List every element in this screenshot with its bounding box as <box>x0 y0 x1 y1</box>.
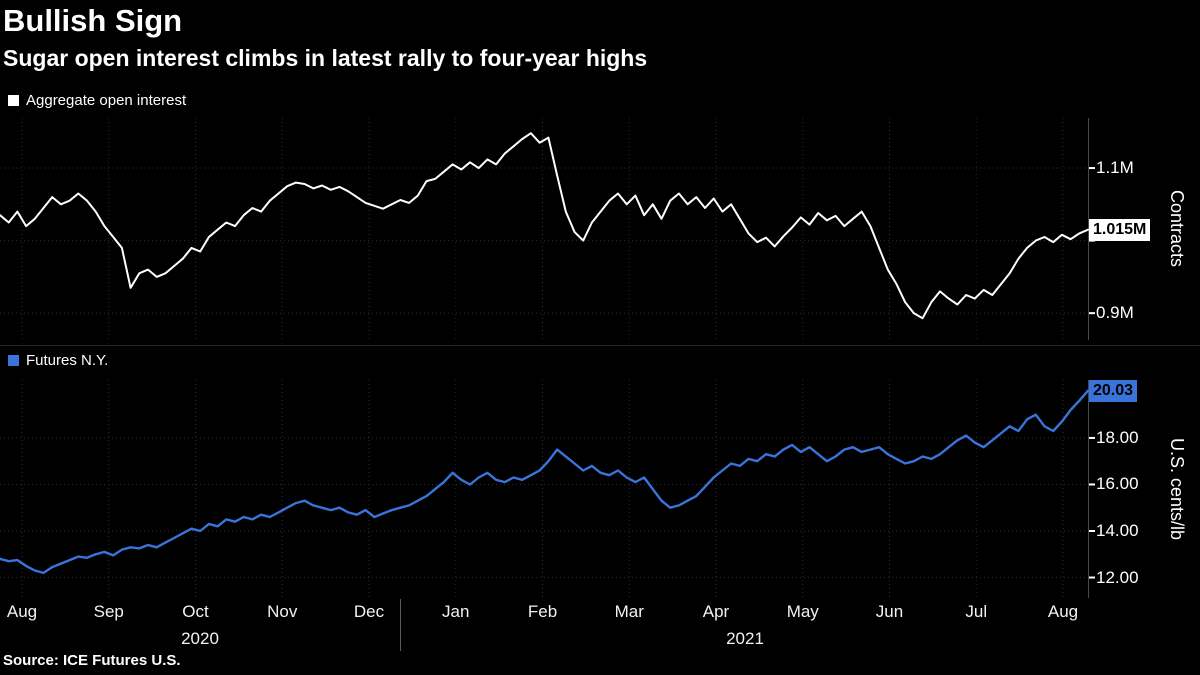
open-interest-swatch-icon <box>8 95 19 106</box>
x-axis-month-label: Mar <box>614 602 644 621</box>
x-axis-month-label: Nov <box>267 602 298 621</box>
x-axis-month-label: Jun <box>875 602 904 621</box>
y-axis-tick-label: 14.00 <box>1096 520 1139 540</box>
panel-divider <box>0 345 1200 346</box>
page-subtitle: Sugar open interest climbs in latest ral… <box>3 45 648 71</box>
open-interest-line <box>0 132 1089 320</box>
cents-axis-title: U.S. cents/lb <box>1167 437 1187 541</box>
y-axis-tick-label: 0.9M <box>1096 303 1134 323</box>
legend-open-interest: Aggregate open interest <box>8 92 186 109</box>
x-axis-month-label: May <box>786 602 819 621</box>
x-axis-month-label: Jan <box>442 602 470 621</box>
futures-line <box>0 389 1090 575</box>
source-label: Source: ICE Futures U.S. <box>3 652 181 669</box>
year-label-2021: 2021 <box>726 629 764 648</box>
x-axis-month-label: Oct <box>182 602 209 621</box>
page-title: Bullish Sign <box>3 3 183 38</box>
y-axis-tick-label: 18.00 <box>1096 427 1139 447</box>
x-axis-month-label: Aug <box>1047 602 1079 621</box>
year-label-2020: 2020 <box>181 629 219 648</box>
y-axis-tick-label: 12.00 <box>1096 567 1139 587</box>
x-axis-month-label: Apr <box>702 602 730 621</box>
x-axis-month-label: Sep <box>93 602 124 621</box>
y-axis-tick-label: 1.1M <box>1096 158 1134 178</box>
legend-futures-label: Futures N.Y. <box>26 352 109 369</box>
y-axis-tick-label: 16.00 <box>1096 474 1139 494</box>
contracts-axis-title: Contracts <box>1167 190 1187 268</box>
legend-open-interest-label: Aggregate open interest <box>26 92 187 109</box>
x-axis-month-label: Dec <box>353 602 385 621</box>
legend-futures: Futures N.Y. <box>8 352 108 369</box>
x-axis-month-label: Feb <box>527 602 558 621</box>
futures-swatch-icon <box>8 355 19 366</box>
futures-last-value-badge: 20.03 <box>1089 379 1138 402</box>
year-divider <box>400 599 401 651</box>
x-axis-month-label: Jul <box>965 602 988 621</box>
x-axis-month-label: Aug <box>6 602 38 621</box>
open-interest-last-value-badge: 1.015M <box>1089 218 1151 241</box>
